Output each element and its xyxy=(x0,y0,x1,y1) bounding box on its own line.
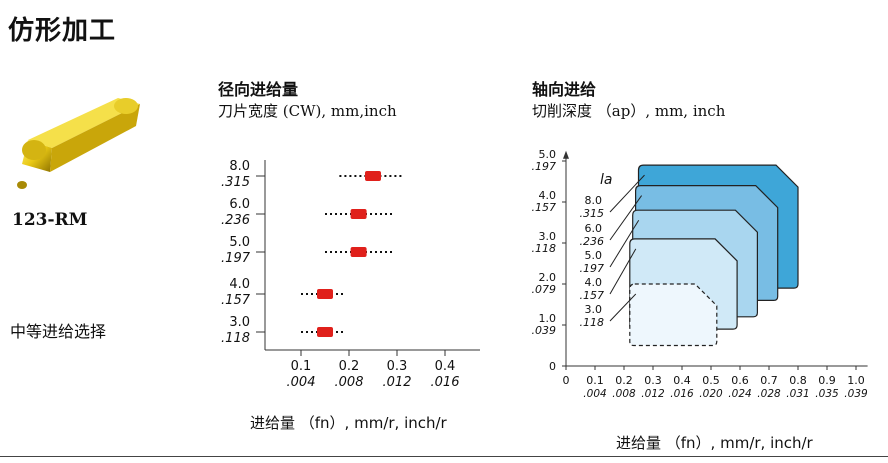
y-tick-label-metric: 6.0 xyxy=(229,197,250,212)
y-tick-label-metric: 2.0 xyxy=(539,271,557,284)
x-tick-label-inch: .028 xyxy=(757,388,781,400)
y-tick-label-metric: 3.0 xyxy=(229,315,250,330)
la-label-metric: 8.0 xyxy=(585,194,603,207)
y-axis-arrow xyxy=(563,150,569,159)
left-chart-heading: 径向进给量 xyxy=(218,80,299,99)
y-tick-label-metric: 5.0 xyxy=(229,235,250,250)
x-axis-label: 进给量 （fn）, mm/r, inch/r xyxy=(616,434,814,452)
x-tick-label-metric: 0.3 xyxy=(387,359,408,374)
x-tick-label-metric: 0.7 xyxy=(760,374,778,387)
y-tick-label-inch: .157 xyxy=(221,293,251,308)
y-tick-label-metric: 4.0 xyxy=(229,277,250,292)
la-label-metric: 6.0 xyxy=(585,222,603,235)
radial-feed-chart: 8.0.3156.0.2365.0.1974.0.1573.0.1180.1.0… xyxy=(221,159,480,432)
x-tick-label-inch: .008 xyxy=(335,375,364,390)
x-tick-label-inch: .035 xyxy=(815,388,839,400)
y-tick-label-inch: .197 xyxy=(221,251,251,266)
y-tick-label-metric: 0 xyxy=(549,360,556,373)
feed-area-3.0 xyxy=(629,283,718,347)
recommended-feed-marker xyxy=(317,289,333,299)
x-tick-label-inch: .016 xyxy=(670,388,694,400)
left-chart-subheading: 刀片宽度 (CW), mm,inch xyxy=(218,102,397,120)
y-tick-label-metric: 8.0 xyxy=(229,159,250,174)
x-axis-label: 进给量 （fn）, mm/r, inch/r xyxy=(250,414,448,432)
insert-code: 123-RM xyxy=(12,210,88,230)
la-label-metric: 5.0 xyxy=(585,249,603,262)
right-chart-subheading: 切削深度 （ap）, mm, inch xyxy=(532,102,726,120)
x-tick-label-metric: 0.3 xyxy=(644,374,662,387)
x-tick-label-inch: .016 xyxy=(431,375,460,390)
x-tick-label-inch: .020 xyxy=(699,388,723,400)
x-tick-label-metric: 0.2 xyxy=(615,374,633,387)
y-tick-label-inch: .157 xyxy=(532,201,557,214)
y-tick-label-metric: 3.0 xyxy=(539,230,557,243)
la-label-inch: .315 xyxy=(580,207,605,220)
la-leader-line xyxy=(609,293,637,322)
insert-image xyxy=(17,98,140,189)
x-tick-label-metric: 0.1 xyxy=(586,374,604,387)
la-label-metric: 3.0 xyxy=(585,303,603,316)
y-tick-label-inch: .118 xyxy=(221,331,250,346)
x-tick-label-metric: 0.4 xyxy=(435,359,456,374)
y-tick-label-metric: 4.0 xyxy=(539,189,557,202)
x-tick-label-metric: 0 xyxy=(563,374,570,387)
y-tick-label-inch: .236 xyxy=(221,213,250,228)
page-title: 仿形加工 xyxy=(8,16,117,46)
recommended-feed-marker xyxy=(350,247,367,257)
la-leader-line xyxy=(609,195,643,241)
x-tick-label-metric: 0.8 xyxy=(789,374,807,387)
la-axis-label: la xyxy=(600,172,612,188)
y-tick-label-inch: .079 xyxy=(532,283,557,296)
x-tick-label-inch: .004 xyxy=(287,375,316,390)
la-leader-line xyxy=(609,174,645,213)
x-tick-label-metric: 0.4 xyxy=(673,374,691,387)
y-tick-label-inch: .315 xyxy=(221,175,250,190)
la-label-inch: .197 xyxy=(580,262,605,275)
x-tick-label-inch: .008 xyxy=(612,388,636,400)
recommended-feed-marker xyxy=(317,327,333,337)
x-tick-label-inch: .039 xyxy=(844,388,868,400)
x-tick-label-metric: 0.9 xyxy=(818,374,836,387)
y-tick-label-inch: .197 xyxy=(532,160,557,173)
la-label-inch: .118 xyxy=(580,316,605,329)
x-tick-label-inch: .012 xyxy=(641,388,665,400)
la-label-inch: .157 xyxy=(580,289,605,302)
y-tick-label-metric: 5.0 xyxy=(539,150,557,161)
x-tick-label-metric: 0.5 xyxy=(702,374,720,387)
x-tick-label-metric: 0.2 xyxy=(339,359,360,374)
recommended-feed-marker xyxy=(350,209,367,219)
la-label-metric: 4.0 xyxy=(585,276,603,289)
bottom-divider xyxy=(0,456,888,457)
x-tick-label-metric: 1.0 xyxy=(847,374,865,387)
x-tick-label-inch: .024 xyxy=(728,388,751,400)
y-tick-label-inch: .039 xyxy=(532,324,557,337)
y-tick-label-metric: 1.0 xyxy=(539,312,557,325)
x-tick-label-inch: .004 xyxy=(583,388,606,400)
recommended-feed-marker xyxy=(365,171,381,181)
la-leader-line xyxy=(609,248,637,295)
la-label-inch: .236 xyxy=(580,235,605,248)
la-leader-line xyxy=(609,219,640,268)
x-tick-label-metric: 0.6 xyxy=(731,374,749,387)
x-tick-label-inch: .031 xyxy=(786,388,809,400)
x-tick-label-inch: .012 xyxy=(383,375,412,390)
y-tick-label-inch: .118 xyxy=(532,242,557,255)
x-tick-label-metric: 0.1 xyxy=(291,359,312,374)
right-chart-heading: 轴向进给 xyxy=(532,80,597,99)
selection-note: 中等进给选择 xyxy=(10,322,107,341)
